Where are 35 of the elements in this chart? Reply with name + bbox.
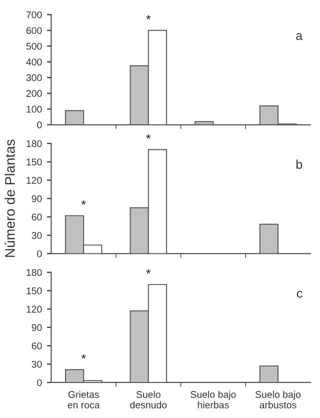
x-tick-label: Suelo desnudo xyxy=(130,390,167,408)
y-tick-label: 180 xyxy=(26,269,42,276)
y-tick-label: 600 xyxy=(26,27,42,34)
y-tick-label: 0 xyxy=(37,250,42,258)
annotation: * xyxy=(146,269,151,274)
y-tick-label: 120 xyxy=(26,176,42,184)
y-tick-label: 150 xyxy=(26,287,42,294)
annotation: * xyxy=(146,134,151,139)
y-tick-label: 30 xyxy=(32,360,42,368)
y-tick-label: 0 xyxy=(37,379,42,386)
annotation: b xyxy=(296,160,302,169)
annotation: * xyxy=(81,354,86,359)
y-tick-label: 150 xyxy=(26,158,42,166)
x-tick-label: Grietas en roca xyxy=(68,390,100,408)
y-tick-label: 400 xyxy=(26,58,42,66)
y-tick-label: 180 xyxy=(26,140,42,148)
annotation: a xyxy=(296,33,303,40)
y-tick-label: 700 xyxy=(26,11,42,18)
x-tick-label: Suelo bajo hierbas xyxy=(190,390,236,408)
x-tick-label: Suelo bajo arbustos xyxy=(255,390,301,408)
y-tick-label: 90 xyxy=(32,324,42,332)
y-tick-label: 100 xyxy=(26,106,42,113)
y-tick-label: 300 xyxy=(26,74,42,82)
annotation: c xyxy=(296,290,302,298)
y-tick-label: 500 xyxy=(26,42,42,50)
y-tick-label: 200 xyxy=(26,90,42,97)
y-tick-label: 120 xyxy=(26,306,42,313)
y-tick-label: 60 xyxy=(32,342,42,350)
y-tick-label: 90 xyxy=(32,195,42,202)
y-axis-title: Número de Plantas xyxy=(4,140,15,257)
y-tick-label: 0 xyxy=(37,121,42,128)
y-tick-label: 30 xyxy=(32,232,42,239)
annotation: * xyxy=(146,15,151,20)
annotation: * xyxy=(81,200,86,205)
y-tick-label: 60 xyxy=(32,214,42,221)
